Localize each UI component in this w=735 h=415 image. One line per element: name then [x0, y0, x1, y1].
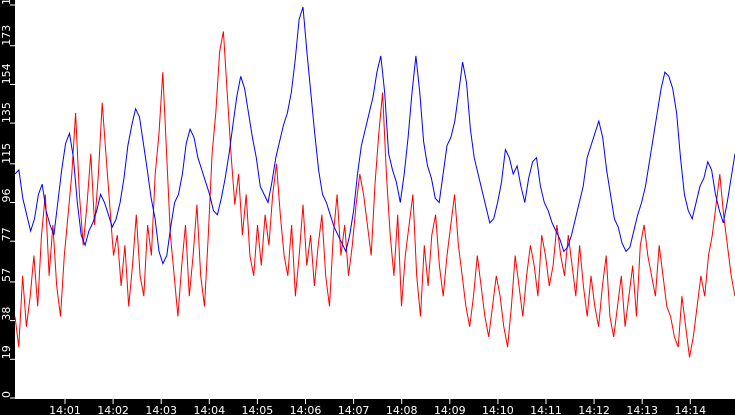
x-tick-label: 14:08: [386, 404, 418, 415]
y-tick-label: 115: [0, 143, 13, 164]
series-layer: [14, 6, 735, 358]
x-tick-label: 14:07: [338, 404, 370, 415]
x-tick-label: 14:09: [434, 404, 466, 415]
x-tick-label: 14:03: [145, 404, 177, 415]
x-tick-label: 14:01: [49, 404, 81, 415]
x-tick-label: 14:06: [290, 404, 322, 415]
x-tick-label: 14:02: [97, 404, 129, 415]
y-tick-label: 77: [0, 227, 13, 241]
x-tick-label: 14:14: [674, 404, 706, 415]
y-tick-label: 57: [0, 268, 13, 282]
y-tick-label: 154: [0, 63, 13, 84]
y-tick-label: 0: [0, 391, 13, 398]
x-tick-label: 14:04: [193, 404, 225, 415]
x-tick-label: 14:10: [482, 404, 514, 415]
y-tick-label: 193: [0, 0, 13, 5]
y-tick-label: 173: [0, 25, 13, 46]
series-blue-line: [14, 6, 735, 265]
x-tick-label: 14:13: [626, 404, 658, 415]
x-tick-label: 14:05: [242, 404, 274, 415]
plot-area: [15, 0, 735, 399]
y-tick-label: 38: [0, 307, 13, 321]
series-red-line: [14, 31, 735, 358]
y-tick-label: 135: [0, 102, 13, 123]
x-tick-label: 14:12: [578, 404, 610, 415]
y-axis: 0 19 38 57 77 96 115 135 154 173 193: [0, 0, 15, 399]
y-tick-label: 19: [0, 345, 13, 359]
x-tick-label: 14:11: [530, 404, 562, 415]
x-axis: 14:01 14:02 14:03 14:04 14:05 14:06 14:07 14:08…: [49, 399, 706, 415]
y-tick-label: 96: [0, 189, 13, 203]
